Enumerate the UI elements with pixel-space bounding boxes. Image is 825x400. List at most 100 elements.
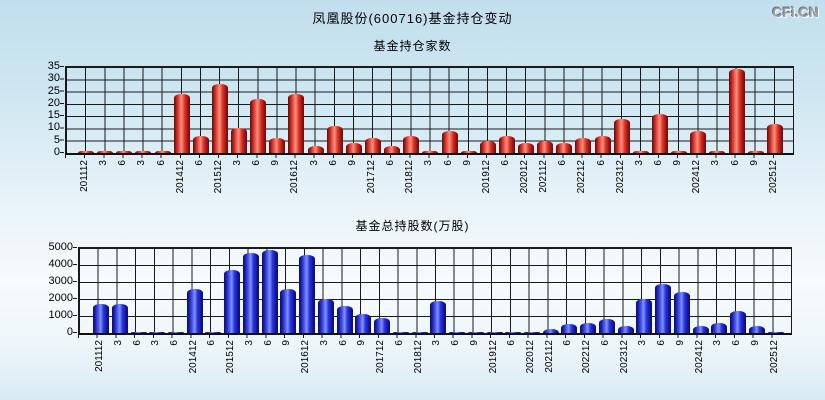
bar-201612: [288, 94, 305, 153]
x-axis-label: 202012: [519, 160, 530, 194]
x-axis-label: 3: [232, 160, 244, 166]
chart2-y-ticks: [73, 247, 77, 333]
chart2-plot-area: [78, 247, 792, 335]
bar-201612: [299, 255, 316, 333]
y-axis-label: 0: [53, 146, 60, 158]
bar-3: [97, 151, 114, 153]
bar-3: [632, 151, 649, 153]
bar-6: [336, 306, 353, 333]
bar-9: [280, 289, 297, 333]
x-axis-label: 3: [318, 340, 330, 346]
bar-6: [441, 131, 458, 153]
x-axis-label: 202512: [768, 340, 780, 374]
chart1-plot-area: [65, 66, 794, 155]
bar-201912: [486, 332, 503, 333]
x-axis-label: 201512: [212, 160, 224, 194]
x-axis-label: 201612: [300, 340, 312, 374]
bar-3: [135, 151, 152, 153]
bar-6: [505, 332, 522, 333]
x-axis-label: 3: [243, 340, 255, 346]
bar-3: [711, 323, 728, 333]
bar-3: [149, 332, 166, 333]
x-axis-label: 202312: [618, 340, 630, 374]
x-axis-label: 202512: [767, 160, 779, 194]
x-axis-label: 6: [450, 340, 461, 346]
bar-9: [671, 151, 688, 153]
x-axis-label: 6: [557, 160, 569, 166]
bar-6: [154, 151, 171, 153]
chart2-x-ticks: [78, 334, 790, 338]
x-axis-label: 6: [327, 160, 339, 166]
x-axis-label: 201912: [480, 160, 492, 194]
bar-3: [317, 299, 334, 333]
x-axis-label: 6: [168, 340, 180, 346]
bar-6: [167, 332, 184, 333]
y-axis-label: 1000: [48, 309, 73, 321]
y-axis-label: 15: [47, 109, 60, 122]
x-axis-label: 6: [337, 340, 349, 346]
x-axis-label: 6: [729, 160, 741, 166]
bar-202312: [617, 326, 634, 333]
bar-6: [384, 146, 401, 153]
bar-202212: [580, 323, 597, 333]
x-axis-label: 201812: [412, 340, 424, 374]
bar-202312: [613, 119, 630, 153]
y-axis-label: 2000: [48, 292, 73, 304]
x-axis-label: 6: [193, 160, 205, 166]
chart1-y-ticks: [60, 66, 64, 153]
x-axis-label: 3: [150, 340, 162, 346]
x-axis-label: 3: [98, 160, 110, 166]
y-axis-label: 4000: [48, 258, 73, 270]
x-axis-label: 6: [506, 340, 518, 346]
x-axis-label: 201712: [366, 160, 377, 194]
x-axis-label: 3: [710, 160, 722, 166]
x-axis-label: 201912: [487, 340, 499, 374]
bar-9: [748, 326, 765, 333]
x-axis-label: 201712: [375, 340, 387, 374]
bar-201512: [224, 270, 241, 333]
bar-201412: [173, 94, 190, 153]
x-axis-label: 3: [423, 160, 435, 166]
x-axis-label: 201512: [225, 340, 237, 374]
x-axis-label: 201112: [79, 160, 90, 192]
x-axis-label: 9: [674, 340, 686, 346]
x-axis-label: 201412: [174, 160, 186, 194]
chart1-title: 基金持仓家数: [373, 39, 452, 53]
x-axis-label: 201412: [187, 340, 199, 374]
x-axis-label: 9: [749, 340, 761, 346]
bar-201812: [403, 136, 420, 153]
bar-3: [636, 299, 653, 333]
x-axis-label: 3: [712, 340, 724, 346]
bar-6: [498, 136, 515, 153]
y-axis-label: 5000: [48, 241, 73, 253]
bar-3: [111, 304, 128, 333]
y-axis-label: 20: [47, 96, 60, 109]
y-axis-label: 0: [66, 326, 73, 338]
bar-201912: [479, 141, 496, 153]
bar-6: [192, 136, 209, 153]
x-axis-label: 202312: [614, 160, 626, 194]
bar-6: [261, 250, 278, 333]
x-axis-label: 201612: [289, 160, 301, 194]
bar-202512: [766, 124, 783, 153]
x-axis-label: 3: [431, 340, 443, 346]
x-axis-label: 202212: [581, 340, 593, 374]
bar-201812: [411, 332, 428, 333]
x-axis-label: 6: [731, 340, 743, 346]
x-axis-label: 201112: [94, 340, 105, 372]
bar-6: [449, 332, 465, 333]
bar-6: [250, 99, 267, 153]
x-axis-label: 3: [633, 160, 645, 166]
x-axis-label: 6: [599, 340, 611, 346]
x-axis-label: 6: [393, 340, 405, 346]
x-axis-label: 6: [652, 160, 664, 166]
bar-6: [326, 126, 343, 153]
bar-3: [307, 146, 324, 153]
bar-201512: [211, 84, 228, 153]
x-axis-label: 3: [136, 160, 148, 166]
x-axis-label: 201812: [404, 160, 416, 194]
x-axis-label: 9: [672, 160, 684, 166]
x-axis-label: 202012: [524, 340, 536, 374]
bar-9: [355, 314, 372, 333]
